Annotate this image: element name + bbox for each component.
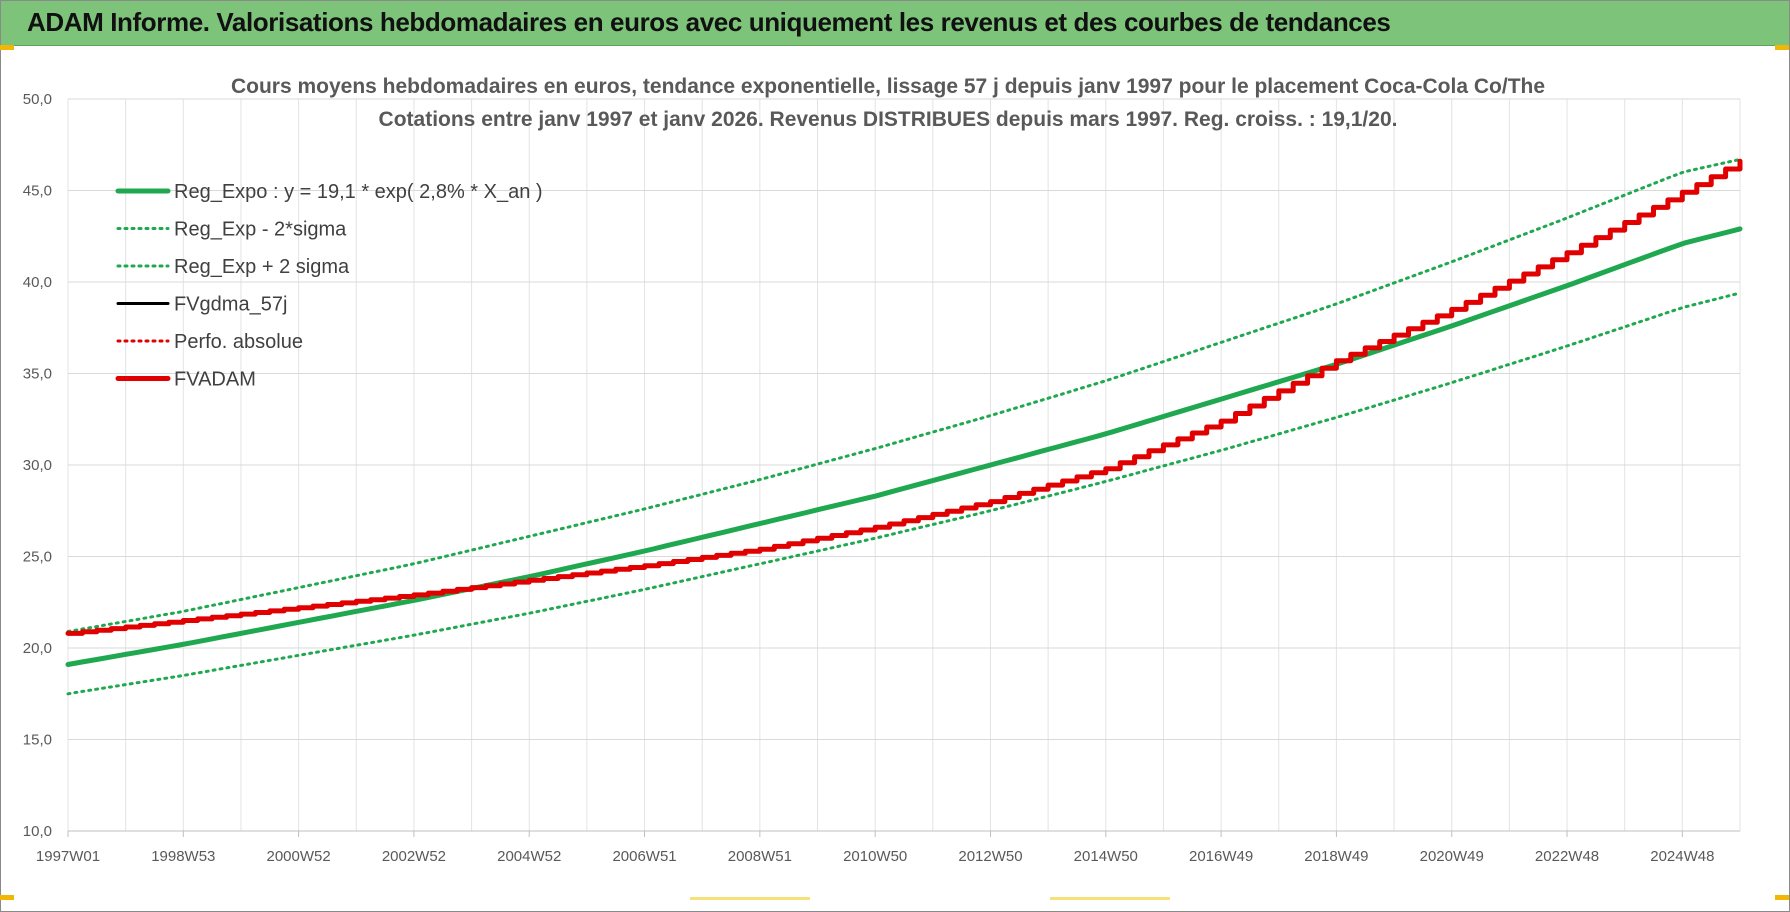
- legend-label: FVADAM: [174, 369, 256, 391]
- series-line: [66, 291, 1742, 696]
- x-tick-label: 2020W49: [1420, 848, 1484, 865]
- x-tick-label: 2004W52: [497, 848, 561, 865]
- x-tick-label: 2014W50: [1074, 848, 1138, 865]
- y-tick-label: 25,0: [23, 549, 52, 566]
- y-tick-label: 40,0: [23, 274, 52, 291]
- series-line: [65, 226, 1743, 667]
- y-tick-label: 50,0: [23, 91, 52, 108]
- chart-title-line: Cours moyens hebdomadaires en euros, ten…: [231, 75, 1545, 98]
- x-tick-label: 1997W01: [36, 848, 100, 865]
- x-tick-label: 1998W53: [151, 848, 215, 865]
- y-tick-label: 30,0: [23, 457, 52, 474]
- legend-label: Perfo. absolue: [174, 331, 303, 353]
- x-tick-label: 2010W50: [843, 848, 907, 865]
- series-line: [66, 157, 1742, 633]
- report-title: ADAM Informe. Valorisations hebdomadaire…: [27, 7, 1391, 37]
- corner-marker: [1775, 45, 1789, 50]
- x-tick-label: 2008W51: [728, 848, 792, 865]
- x-tick-label: 2018W49: [1304, 848, 1368, 865]
- corner-marker: [1775, 895, 1789, 900]
- y-tick-label: 20,0: [23, 640, 52, 657]
- corner-marker: [0, 895, 14, 900]
- legend-label: Reg_Exp - 2*sigma: [174, 219, 347, 241]
- x-tick-label: 2006W51: [612, 848, 676, 865]
- decorative-mark: [690, 897, 810, 900]
- series-line: [65, 158, 1743, 636]
- x-tick-label: 2000W52: [267, 848, 331, 865]
- x-tick-label: 2024W48: [1650, 848, 1714, 865]
- y-tick-label: 35,0: [23, 366, 52, 383]
- x-tick-label: 2012W50: [958, 848, 1022, 865]
- legend-label: Reg_Exp + 2 sigma: [174, 256, 350, 278]
- chart-title-line: Cotations entre janv 1997 et janv 2026. …: [379, 108, 1398, 131]
- x-tick-label: 2022W48: [1535, 848, 1599, 865]
- decorative-mark: [1050, 897, 1170, 900]
- legend-label: FVgdma_57j: [174, 294, 287, 316]
- y-tick-label: 15,0: [23, 732, 52, 749]
- y-tick-label: 10,0: [23, 823, 52, 840]
- report-banner: ADAM Informe. Valorisations hebdomadaire…: [1, 1, 1789, 46]
- x-tick-label: 2002W52: [382, 848, 446, 865]
- y-tick-label: 45,0: [23, 183, 52, 200]
- corner-marker: [0, 45, 14, 50]
- legend-label: Reg_Expo : y = 19,1 * exp( 2,8% * X_an ): [174, 181, 543, 203]
- x-tick-label: 2016W49: [1189, 848, 1253, 865]
